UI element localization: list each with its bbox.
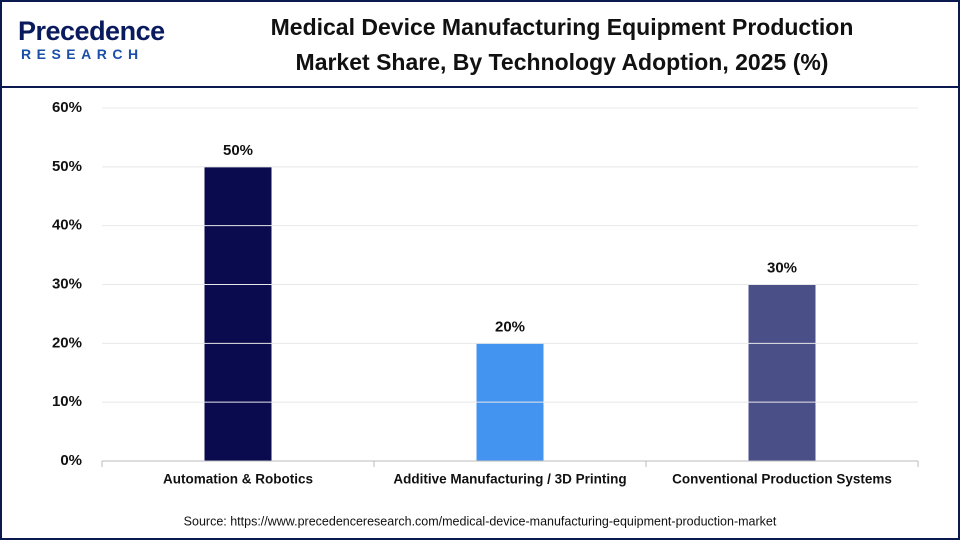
y-tick-label: 20% bbox=[52, 334, 82, 351]
x-tick-label: Additive Manufacturing / 3D Printing bbox=[393, 472, 626, 487]
value-label: 30% bbox=[767, 259, 797, 276]
y-tick-label: 10% bbox=[52, 393, 82, 410]
logo-tagline: RESEARCH bbox=[21, 46, 144, 62]
logo-name: Precedence bbox=[18, 16, 165, 46]
value-label: 50% bbox=[223, 142, 253, 159]
y-tick-label: 40% bbox=[52, 217, 82, 234]
y-tick-label: 30% bbox=[52, 275, 82, 292]
x-tick-label: Automation & Robotics bbox=[163, 472, 313, 487]
x-tick-label: Conventional Production Systems bbox=[672, 472, 892, 487]
chart-title: Medical Device Manufacturing Equipment P… bbox=[270, 14, 854, 75]
bar bbox=[204, 166, 272, 462]
header: Precedence RESEARCH Medical Device Manuf… bbox=[2, 2, 958, 88]
y-tick-label: 50% bbox=[52, 158, 82, 175]
y-tick-label: 0% bbox=[60, 452, 82, 469]
source: Source: https://www.precedenceresearch.c… bbox=[184, 514, 777, 528]
bar bbox=[748, 284, 816, 461]
value-label: 20% bbox=[495, 318, 525, 335]
y-tick-label: 60% bbox=[52, 99, 82, 116]
